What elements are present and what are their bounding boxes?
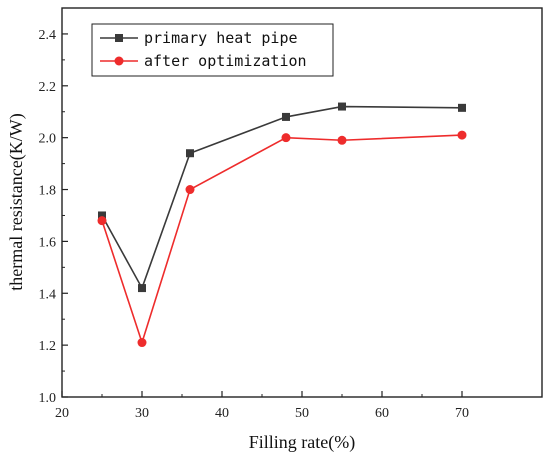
- y-tick-label: 1.6: [39, 235, 57, 250]
- legend-marker-square: [115, 34, 123, 42]
- x-tick-label: 40: [215, 406, 229, 421]
- legend-marker-circle: [114, 56, 124, 66]
- data-point-circle: [337, 135, 347, 145]
- data-point-circle: [185, 185, 195, 195]
- legend-label: primary heat pipe: [144, 29, 298, 47]
- y-tick-label: 1.4: [39, 287, 57, 302]
- x-tick-label: 60: [375, 406, 389, 421]
- legend-label: after optimization: [144, 52, 307, 70]
- x-tick-label: 50: [295, 406, 309, 421]
- x-axis-title: Filling rate(%): [249, 432, 355, 453]
- y-tick-label: 2.0: [39, 132, 57, 147]
- data-point-square: [338, 102, 346, 111]
- series-layer: [97, 102, 467, 348]
- data-point-square: [98, 211, 106, 220]
- series-line: [101, 134, 463, 346]
- legend-box: [91, 23, 334, 77]
- y-axis-title: thermal resistance(K/W): [6, 113, 27, 290]
- x-tick-label: 30: [135, 406, 149, 421]
- axis-ticks: [61, 33, 463, 398]
- legend: primary heat pipe after optimization: [91, 23, 334, 77]
- series-line: [101, 105, 463, 291]
- y-tick-label: 1.2: [39, 339, 57, 354]
- x-tick-label: 70: [455, 406, 469, 421]
- y-tick-label: 2.4: [39, 28, 57, 43]
- y-tick-label: 1.0: [39, 391, 57, 406]
- data-point-square: [458, 103, 466, 112]
- data-point-circle: [97, 216, 107, 226]
- axis-tick-labels: 20 30 40 50 60 70 1.0 1.2 1.4 1.6 1.8 2.0 2.2 2.4: [39, 28, 470, 421]
- x-tick-label: 20: [55, 406, 69, 421]
- y-tick-label: 1.8: [39, 184, 57, 199]
- data-point-square: [138, 284, 146, 293]
- data-point-square: [186, 149, 194, 158]
- data-point-circle: [281, 133, 291, 143]
- data-point-circle: [137, 338, 147, 348]
- data-point-circle: [457, 130, 467, 140]
- y-tick-label: 2.2: [39, 80, 57, 95]
- data-point-square: [282, 112, 290, 121]
